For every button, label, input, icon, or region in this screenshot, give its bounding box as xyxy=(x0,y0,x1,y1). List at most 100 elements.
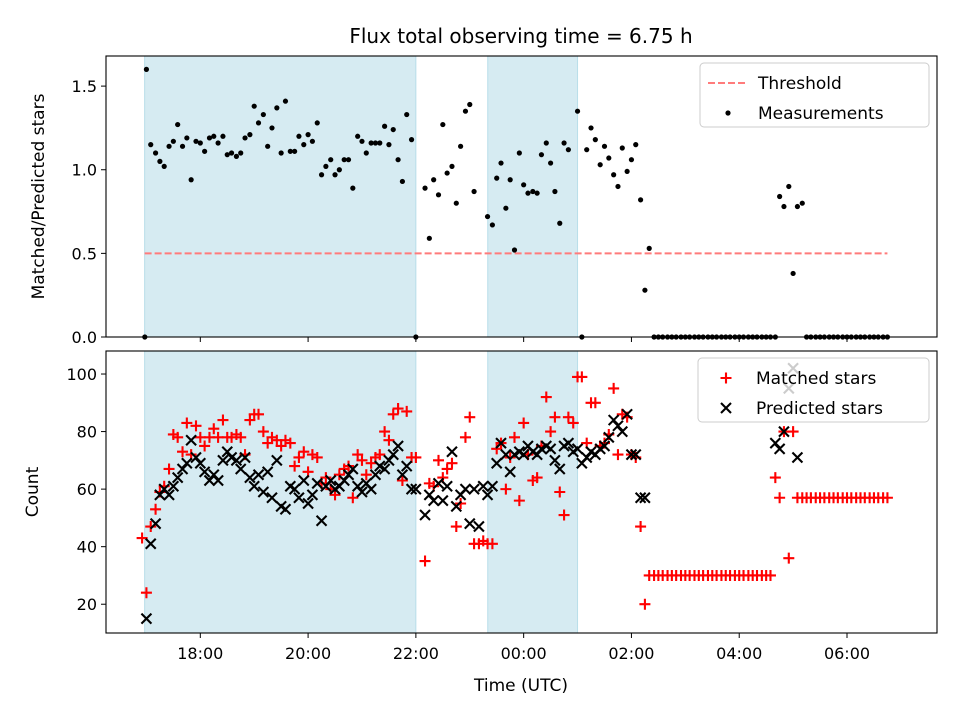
predicted-stars-point-95 xyxy=(571,443,584,455)
predicted-stars-point-102 xyxy=(603,431,615,444)
predicted-stars-point-79 xyxy=(500,448,512,461)
matched-stars-point-77 xyxy=(486,538,498,550)
measurements-point-14 xyxy=(202,148,208,154)
top-legend-marker-1 xyxy=(725,110,731,116)
predicted-stars-point-73 xyxy=(473,520,485,533)
matched-stars-point-39 xyxy=(311,451,323,463)
predicted-stars-point-89 xyxy=(544,443,557,455)
predicted-stars-point-75 xyxy=(481,489,494,501)
matched-stars-point-16 xyxy=(208,423,220,435)
matched-stars-point-95 xyxy=(567,417,579,429)
measurements-point-58 xyxy=(399,178,406,185)
predicted-stars-point-39 xyxy=(315,515,328,527)
predicted-stars-point-35 xyxy=(298,474,310,487)
measurements-point-27 xyxy=(260,111,266,118)
predicted-stars-point-51 xyxy=(369,468,382,481)
measurements-point-142 xyxy=(794,203,801,210)
measurements-point-98 xyxy=(597,162,603,168)
measurements-point-141 xyxy=(790,270,796,277)
top-chart-title: Flux total observing time = 6.75 h xyxy=(349,24,692,48)
measurements-point-43 xyxy=(332,172,338,178)
matched-stars-point-18 xyxy=(217,414,229,426)
measurements-point-15 xyxy=(206,135,213,141)
matched-stars-point-80 xyxy=(500,483,512,495)
measurements-point-68 xyxy=(449,163,455,169)
predicted-stars-point-27 xyxy=(261,466,274,478)
matched-stars-point-83 xyxy=(513,495,525,507)
matched-stars-point-141 xyxy=(774,492,786,504)
matched-stars-point-105 xyxy=(612,449,624,461)
matched-stars-point-27 xyxy=(257,426,269,438)
measurements-point-67 xyxy=(444,170,450,176)
measurements-point-47 xyxy=(350,185,356,191)
measurements-point-45 xyxy=(341,157,347,163)
measurements-point-66 xyxy=(440,121,446,128)
measurements-point-72 xyxy=(467,101,473,108)
predicted-stars-point-110 xyxy=(639,492,651,504)
matched-stars-point-59 xyxy=(401,405,413,417)
predicted-stars-point-56 xyxy=(392,440,404,452)
top-shaded-interval-1 xyxy=(487,55,579,338)
measurements-point-84 xyxy=(530,188,536,195)
bottom-legend-label-0: Matched stars xyxy=(756,369,876,389)
measurements-point-2 xyxy=(148,142,154,148)
predicted-stars-point-101 xyxy=(598,440,611,452)
predicted-stars-point-76 xyxy=(486,480,499,492)
measurements-point-81 xyxy=(516,150,522,156)
measurements-point-4 xyxy=(157,158,163,164)
matched-stars-point-36 xyxy=(298,446,310,458)
predicted-stars-point-113 xyxy=(778,425,790,438)
matched-stars-point-90 xyxy=(545,426,557,438)
predicted-stars-point-41 xyxy=(324,474,337,487)
measurements-point-29 xyxy=(269,125,275,131)
measurements-point-32 xyxy=(282,98,289,104)
measurements-point-31 xyxy=(278,150,284,156)
measurements-point-39 xyxy=(314,120,320,126)
measurements-point-100 xyxy=(606,155,612,161)
predicted-stars-point-48 xyxy=(356,486,368,498)
predicted-stars-point-70 xyxy=(459,483,472,495)
top-panel: 0.0 0.5 1.0 1.5 Matched/Predicted stars Thres… xyxy=(29,55,938,347)
measurements-point-48 xyxy=(355,133,361,139)
measurements-point-11 xyxy=(188,177,194,183)
matched-stars-point-6 xyxy=(163,463,175,475)
measurements-point-37 xyxy=(305,132,311,138)
measurements-point-65 xyxy=(435,192,442,198)
predicted-stars-point-26 xyxy=(257,486,270,498)
top-legend-label-1: Measurements xyxy=(758,104,884,124)
top-legend: Threshold Measurements xyxy=(699,62,930,128)
matched-stars-point-143 xyxy=(783,552,795,564)
matched-stars-point-68 xyxy=(446,457,458,469)
predicted-stars-point-7 xyxy=(171,471,184,484)
matched-stars-point-140 xyxy=(769,472,781,484)
predicted-stars-point-90 xyxy=(549,454,561,467)
measurements-point-20 xyxy=(228,150,235,156)
matched-stars-point-82 xyxy=(508,431,520,443)
measurements-point-53 xyxy=(377,140,383,146)
top-shaded-interval-0 xyxy=(144,55,417,338)
predicted-stars-point-58 xyxy=(400,460,413,472)
predicted-stars-point-37 xyxy=(306,489,319,501)
top-ytick-label-3: 1.5 xyxy=(72,77,97,96)
predicted-stars-point-68 xyxy=(450,500,463,513)
predicted-stars-point-6 xyxy=(167,480,180,492)
matched-stars-point-91 xyxy=(549,411,561,423)
matched-stars-point-14 xyxy=(199,440,211,452)
predicted-stars-point-21 xyxy=(234,463,247,475)
bottom-ytick-label-2: 60 xyxy=(77,480,97,499)
measurements-point-60 xyxy=(408,137,415,143)
predicted-stars-point-107 xyxy=(625,448,638,461)
measurements-point-75 xyxy=(489,222,495,228)
measurements-point-5 xyxy=(161,163,167,169)
measurements-point-59 xyxy=(404,111,410,118)
top-ytick-label-0: 0.0 xyxy=(72,328,97,347)
matched-stars-point-87 xyxy=(531,472,543,484)
matched-stars-point-72 xyxy=(464,411,476,423)
measurements-point-88 xyxy=(548,160,554,166)
measurements-point-25 xyxy=(251,103,257,109)
measurements-point-108 xyxy=(642,287,648,293)
xtick-label-4: 02:00 xyxy=(608,644,654,663)
predicted-stars-point-108 xyxy=(630,448,642,461)
predicted-stars-point-33 xyxy=(288,483,301,495)
measurements-point-28 xyxy=(265,143,271,149)
